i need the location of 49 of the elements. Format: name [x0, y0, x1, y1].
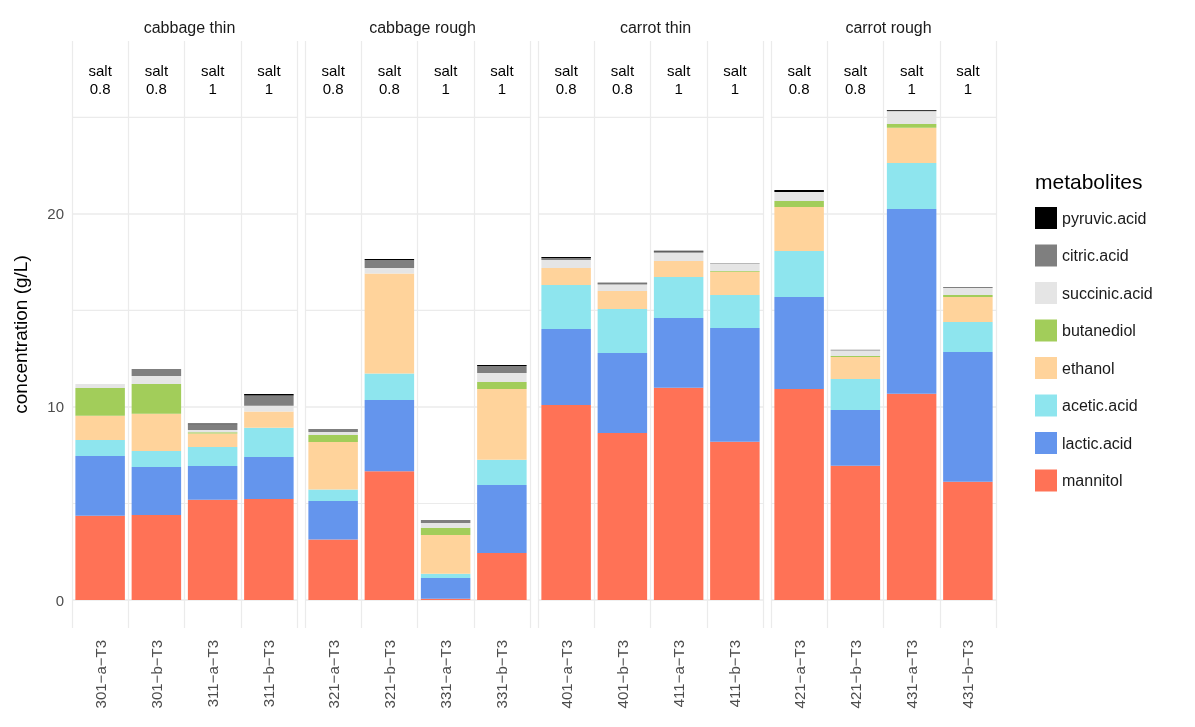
annotation: salt 0.8: [88, 61, 113, 97]
legend-title: metabolites: [1035, 170, 1143, 193]
x-tick-label: 311−a−T3: [204, 640, 222, 708]
chart-title: cabbage thin: [143, 18, 236, 36]
legend-label: ethanol: [1062, 359, 1115, 377]
x-tick-label: 431−b−T3: [959, 640, 977, 709]
x-tick-label: 331−a−T3: [437, 640, 455, 709]
x-tick-label: 311−b−T3: [260, 640, 278, 708]
annotation: salt 1: [956, 61, 981, 97]
legend-label: pyruvic.acid: [1062, 209, 1147, 227]
y-tick-label: 20: [47, 205, 64, 223]
legend-label: butanediol: [1062, 322, 1136, 339]
legend-label: mannitol: [1062, 472, 1123, 489]
chart-title: carrot thin: [619, 18, 692, 36]
x-tick-label: 401−b−T3: [613, 640, 631, 709]
x-tick-label: 331−b−T3: [493, 640, 511, 709]
annotation: salt 1: [666, 61, 692, 97]
legend-label: acetic.acid: [1062, 397, 1138, 414]
annotation: salt 1: [899, 61, 925, 97]
annotation: salt 1: [433, 61, 459, 97]
legend-label: citric.acid: [1062, 247, 1129, 264]
x-tick-label: 321−b−T3: [380, 640, 398, 709]
x-tick-label: 321−a−T3: [324, 640, 342, 709]
annotation: salt 0.8: [787, 61, 812, 97]
annotation: salt 0.8: [321, 61, 346, 97]
x-tick-label: 411−a−T3: [670, 640, 688, 708]
annotation: salt 1: [723, 61, 748, 97]
y-tick-label: 10: [47, 398, 64, 416]
annotation: salt 0.8: [843, 61, 868, 97]
annotation: salt 0.8: [144, 61, 169, 97]
x-tick-label: 301−a−T3: [91, 640, 109, 709]
chart-title: carrot rough: [845, 18, 932, 36]
y-axis-title: concentration (g/L): [10, 255, 31, 414]
annotation: salt 0.8: [554, 61, 579, 97]
x-tick-label: 431−a−T3: [903, 640, 921, 709]
x-tick-label: 301−b−T3: [147, 640, 165, 709]
legend-label: succinic.acid: [1062, 284, 1153, 302]
chart-title: cabbage rough: [369, 18, 476, 36]
legend-label: lactic.acid: [1062, 434, 1133, 452]
x-tick-label: 421−a−T3: [790, 640, 808, 709]
annotation: salt 1: [200, 61, 226, 97]
annotation: salt 1: [257, 61, 282, 97]
x-tick-label: 421−b−T3: [846, 640, 864, 709]
y-tick-label: 0: [55, 591, 64, 609]
annotation: salt 0.8: [377, 61, 402, 97]
x-tick-label: 411−b−T3: [726, 640, 744, 708]
annotation: salt 0.8: [610, 61, 635, 97]
x-tick-label: 401−a−T3: [557, 640, 575, 709]
annotation: salt 1: [490, 61, 515, 97]
